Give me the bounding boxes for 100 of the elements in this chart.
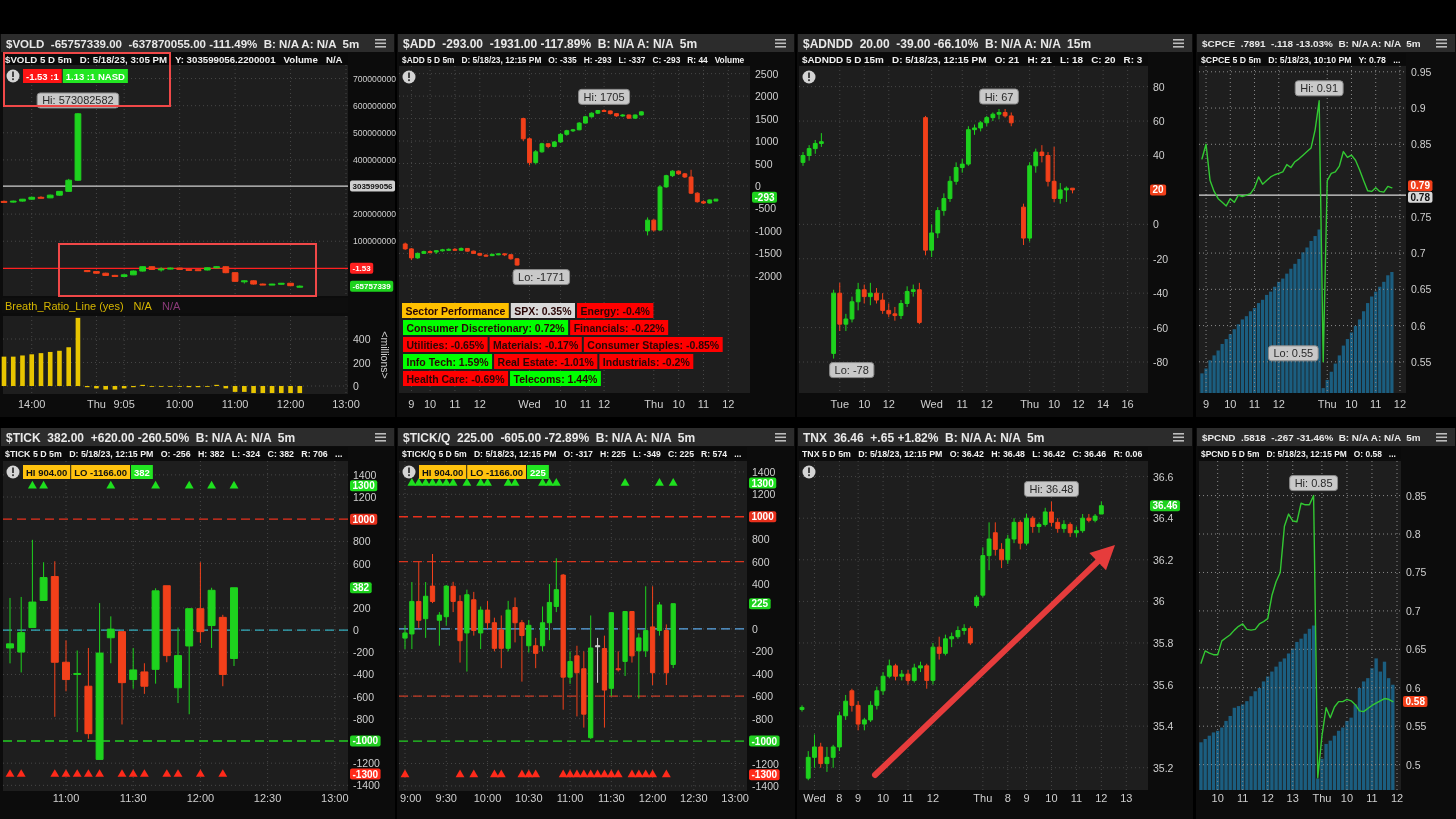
y-tick-label: 36.2 xyxy=(1153,553,1174,566)
candlestick xyxy=(930,642,936,686)
candlestick xyxy=(1098,501,1104,515)
x-tick-label: 10 xyxy=(1048,398,1061,410)
candlestick xyxy=(140,662,149,695)
y-tick-label: 40 xyxy=(1153,149,1165,162)
annotation: Telecoms: 1.44% xyxy=(513,372,599,385)
y-tick-label: 0.8 xyxy=(1406,528,1421,541)
candlestick xyxy=(416,561,422,629)
y-tick-label: 0.6 xyxy=(1406,681,1421,694)
y-tick-label: -1200 xyxy=(353,757,381,770)
annotation: SPX: 0.35% xyxy=(514,304,573,317)
text: 1300 xyxy=(352,480,376,492)
y-tick-label: -200 xyxy=(353,646,375,659)
x-tick-label: 12 xyxy=(1393,398,1407,410)
x-tick-label: 11 xyxy=(1070,792,1083,804)
x-tick-label: 8 xyxy=(836,792,843,804)
x-tick-label: 10 xyxy=(1345,398,1358,410)
annotation: LO -1166.00 xyxy=(74,466,128,478)
y-tick-label: -1000 xyxy=(755,224,783,237)
candlestick xyxy=(471,591,477,637)
candlestick xyxy=(429,553,436,604)
y-tick-label: 400 xyxy=(752,578,770,591)
text: -1300 xyxy=(751,769,778,781)
bar xyxy=(1211,732,1216,790)
candlestick xyxy=(588,614,594,740)
y-tick-label: -1500 xyxy=(755,247,783,260)
bar xyxy=(94,386,99,389)
annotation: Real Estate: -1.01% xyxy=(497,355,595,368)
bar xyxy=(1220,343,1224,393)
x-tick-label: 10 xyxy=(1340,792,1354,804)
bar xyxy=(1270,671,1274,790)
x-tick-label: 13 xyxy=(1120,792,1133,804)
x-tick-label: 12 xyxy=(882,398,895,410)
x-tick-label: 10 xyxy=(1211,792,1224,804)
bar xyxy=(1311,625,1316,790)
candlestick xyxy=(505,600,511,652)
chart-title: $ADD -293.00 -1931.00 -117.89% B: N/A A: N/A 5m xyxy=(403,36,698,51)
x-tick-label: 8 xyxy=(1004,792,1011,804)
candlestick xyxy=(545,142,551,149)
candlestick xyxy=(594,637,601,684)
candlestick xyxy=(629,610,635,664)
y-tick-label: -20 xyxy=(1153,252,1169,265)
y-tick-label: 0.9 xyxy=(1411,102,1426,115)
bar xyxy=(1256,303,1261,393)
bar xyxy=(1299,638,1303,790)
annotation: LO -1166.00 xyxy=(470,466,524,478)
y-tick-label: 0.7 xyxy=(1406,604,1421,617)
candlestick xyxy=(498,614,504,669)
chart-subtitle: $PCND 5 D 5m D: 5/18/23, 12:15 PM O: 0.58 ... xyxy=(1201,448,1396,459)
candlestick xyxy=(39,561,48,601)
y-tick-label: 0.85 xyxy=(1411,138,1432,151)
x-tick-label: 14 xyxy=(1097,398,1110,410)
y-tick-label: 1500 xyxy=(755,112,779,125)
annotation: Lo: -78 xyxy=(834,364,869,377)
text: 0.79 xyxy=(1410,180,1431,192)
text: 20 xyxy=(1152,184,1165,196)
candlestick xyxy=(427,250,433,254)
chart-title: $TICK 382.00 +620.00 -260.50% B: N/A A: N/A 5m xyxy=(6,430,296,445)
x-tick-label: 12 xyxy=(926,792,940,804)
y-tick-label: 0.55 xyxy=(1411,355,1432,368)
bar xyxy=(1345,720,1349,790)
candlestick xyxy=(491,617,498,652)
candlestick xyxy=(478,605,484,650)
y-tick-label: -600 xyxy=(752,690,774,703)
bar xyxy=(1386,275,1390,393)
y-tick-label: 60 xyxy=(1153,115,1165,128)
candlestick xyxy=(546,583,553,641)
bar xyxy=(1240,319,1245,393)
x-tick-label: 10:00 xyxy=(165,398,194,410)
bar xyxy=(57,350,62,387)
candlestick xyxy=(651,218,657,233)
y-tick-label: 35.6 xyxy=(1153,678,1174,691)
bar xyxy=(251,386,256,394)
bar xyxy=(1374,658,1378,790)
candlestick xyxy=(855,700,861,731)
candlestick xyxy=(923,115,928,256)
candlestick xyxy=(218,614,227,687)
candlestick xyxy=(84,647,93,740)
bar xyxy=(1253,691,1257,790)
text: -1300 xyxy=(352,768,379,780)
y-tick-label: 600 xyxy=(353,557,371,570)
x-tick-label: 9 xyxy=(408,398,415,410)
annotation: Financials: -0.22% xyxy=(573,321,666,334)
annotation: Hi: 36.48 xyxy=(1029,483,1074,496)
bar xyxy=(278,386,284,394)
bar xyxy=(1303,633,1307,790)
x-tick-label: 11:30 xyxy=(597,792,625,804)
annotation: 382 xyxy=(134,466,150,478)
bar xyxy=(1390,272,1394,393)
bar xyxy=(1307,628,1312,790)
y-tick-label: 0.75 xyxy=(1411,210,1432,223)
bar xyxy=(1378,286,1382,393)
x-tick-label: Thu xyxy=(1317,398,1337,410)
candlestick xyxy=(484,600,491,630)
y-tick-label: -400 xyxy=(752,667,774,680)
y-tick-label: 0.6 xyxy=(1411,319,1426,332)
candlestick xyxy=(622,610,628,677)
bar xyxy=(297,386,303,394)
y-tick-label: -200 xyxy=(752,645,774,658)
